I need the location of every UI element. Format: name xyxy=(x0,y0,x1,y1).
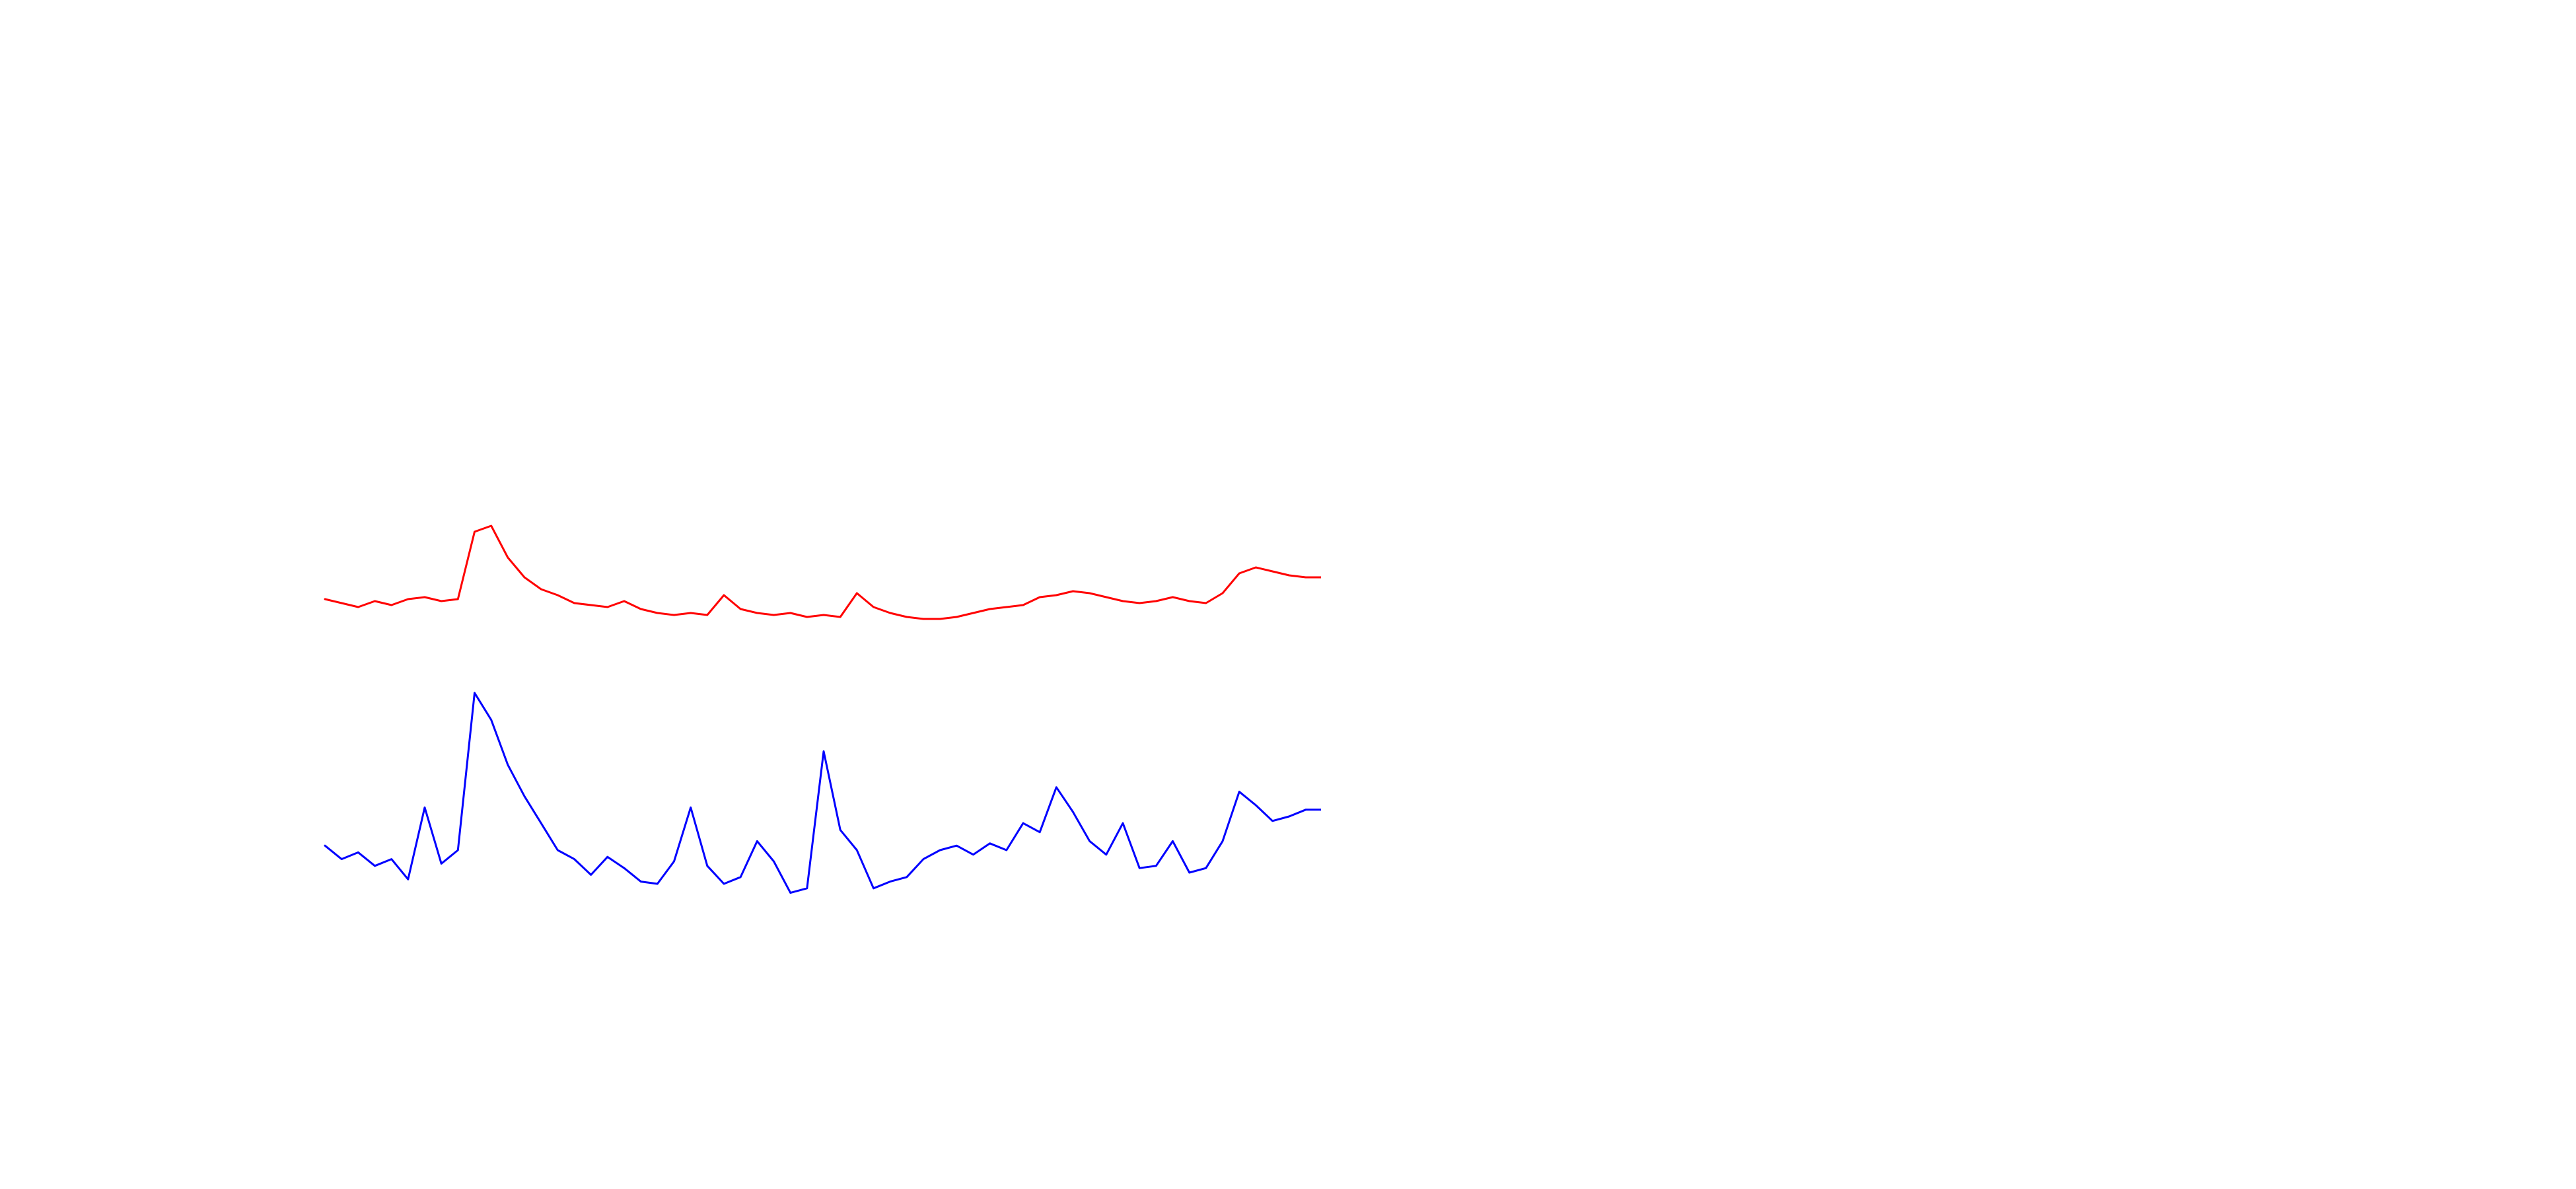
plot-area xyxy=(324,524,1321,894)
series-line-1 xyxy=(324,524,1321,620)
series-line-2 xyxy=(324,692,1321,894)
